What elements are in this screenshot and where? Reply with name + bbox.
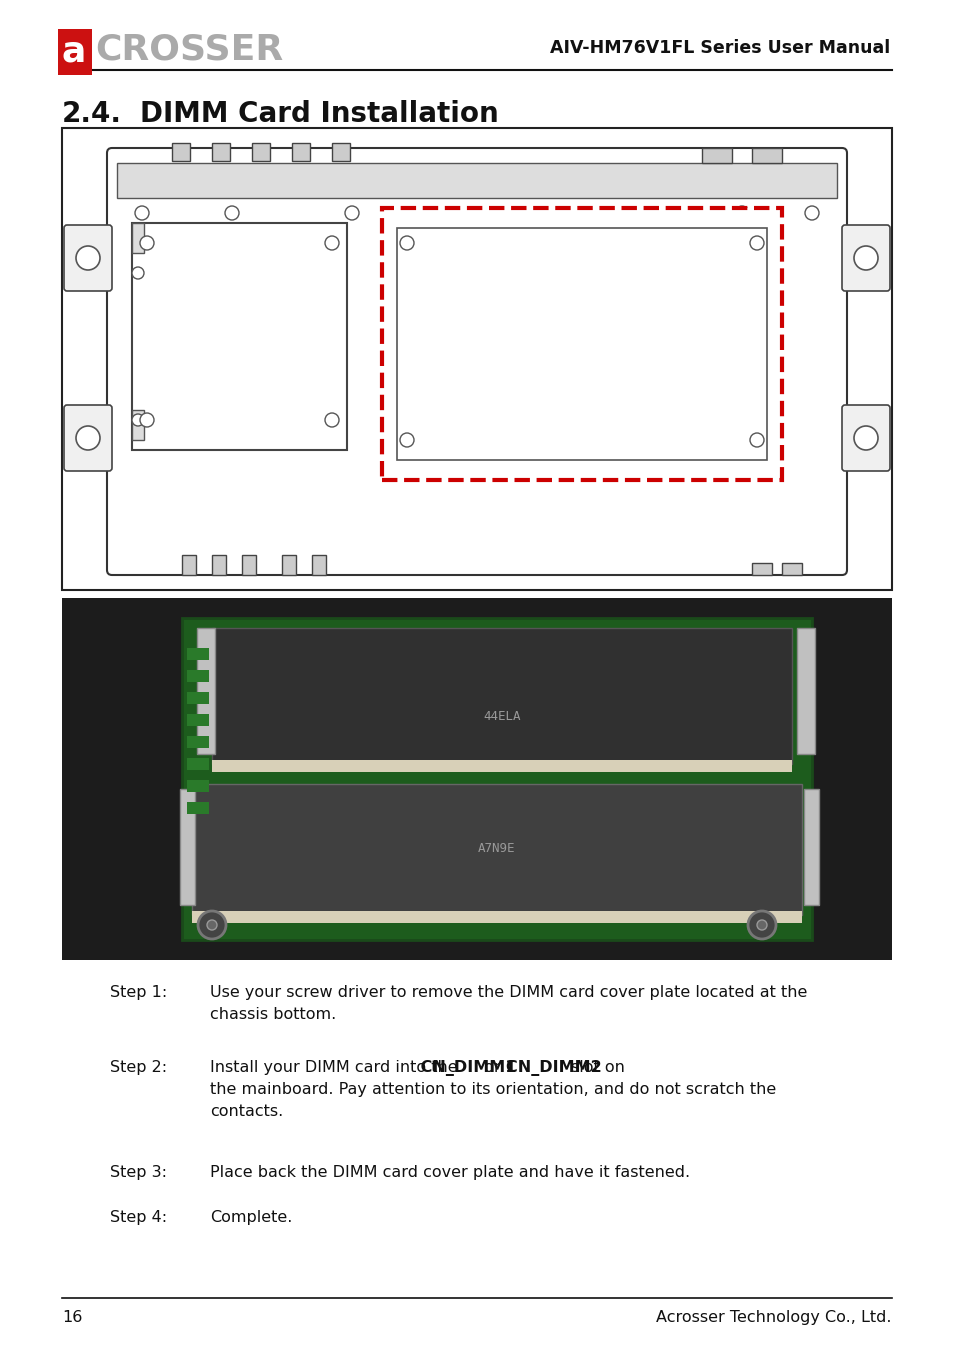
Circle shape	[749, 236, 763, 250]
Circle shape	[747, 911, 775, 940]
Bar	[117, 162, 836, 198]
Circle shape	[399, 433, 414, 447]
Circle shape	[749, 433, 763, 447]
Bar	[180, 789, 194, 904]
Bar	[212, 628, 791, 764]
Circle shape	[734, 206, 748, 219]
Bar	[212, 760, 791, 772]
Text: DIMM Card Installation: DIMM Card Installation	[140, 100, 498, 129]
Bar	[212, 144, 230, 161]
Circle shape	[135, 206, 149, 219]
Bar	[196, 628, 214, 754]
Bar	[187, 758, 209, 770]
Bar	[803, 789, 818, 904]
Circle shape	[325, 236, 338, 250]
Text: 2.4.: 2.4.	[62, 100, 122, 129]
Text: Install your DIMM card into the: Install your DIMM card into the	[210, 1060, 457, 1075]
Text: Step 2:: Step 2:	[110, 1060, 167, 1075]
Bar	[192, 911, 801, 923]
Bar	[187, 737, 209, 747]
FancyBboxPatch shape	[64, 405, 112, 471]
Circle shape	[140, 413, 153, 427]
Text: Place back the DIMM card cover plate and have it fastened.: Place back the DIMM card cover plate and…	[210, 1164, 689, 1179]
Circle shape	[757, 919, 766, 930]
Text: Use your screw driver to remove the DIMM card cover plate located at the: Use your screw driver to remove the DIMM…	[210, 984, 806, 1001]
Text: contacts.: contacts.	[210, 1104, 283, 1118]
Bar	[242, 555, 255, 575]
Bar	[282, 555, 295, 575]
Bar	[701, 148, 731, 162]
Text: A7N9E: A7N9E	[477, 842, 516, 856]
Text: Step 3:: Step 3:	[110, 1164, 167, 1179]
FancyBboxPatch shape	[841, 225, 889, 291]
Bar	[187, 649, 209, 659]
Text: or: or	[479, 1060, 506, 1075]
Text: slot on: slot on	[570, 1060, 624, 1075]
Text: 16: 16	[62, 1311, 82, 1326]
Bar	[292, 144, 310, 161]
Text: Step 4:: Step 4:	[110, 1210, 167, 1225]
Circle shape	[345, 206, 358, 219]
FancyBboxPatch shape	[64, 225, 112, 291]
Bar	[751, 563, 771, 575]
Bar	[132, 223, 347, 450]
Bar	[62, 598, 891, 960]
Bar	[381, 209, 781, 481]
Circle shape	[132, 414, 144, 427]
Text: a: a	[62, 32, 88, 70]
Text: CN_DIMM2: CN_DIMM2	[505, 1060, 606, 1076]
Bar	[312, 555, 326, 575]
Bar	[332, 144, 350, 161]
Text: the mainboard. Pay attention to its orientation, and do not scratch the: the mainboard. Pay attention to its orie…	[210, 1082, 776, 1097]
Bar	[182, 617, 811, 940]
Circle shape	[132, 267, 144, 279]
Text: CN_DIMM1: CN_DIMM1	[415, 1060, 516, 1076]
Bar	[132, 223, 144, 253]
Bar	[132, 410, 144, 440]
Text: Complete.: Complete.	[210, 1210, 292, 1225]
Bar	[182, 555, 195, 575]
Bar	[192, 784, 801, 915]
Circle shape	[140, 236, 153, 250]
Bar	[187, 780, 209, 792]
Bar	[212, 555, 226, 575]
Bar	[187, 802, 209, 814]
Bar	[781, 563, 801, 575]
Bar	[187, 714, 209, 726]
Circle shape	[853, 246, 877, 269]
Bar	[396, 227, 766, 460]
Text: 44ELA: 44ELA	[483, 709, 520, 723]
Text: a: a	[62, 35, 87, 69]
Text: Acrosser Technology Co., Ltd.: Acrosser Technology Co., Ltd.	[656, 1311, 891, 1326]
Bar	[796, 628, 814, 754]
FancyBboxPatch shape	[107, 148, 846, 575]
Circle shape	[76, 427, 100, 450]
Text: chassis bottom.: chassis bottom.	[210, 1007, 335, 1022]
Bar	[172, 144, 190, 161]
Text: CROSSER: CROSSER	[95, 32, 283, 66]
Bar	[252, 144, 270, 161]
Bar	[187, 670, 209, 682]
Bar	[187, 692, 209, 704]
Text: AIV-HM76V1FL Series User Manual: AIV-HM76V1FL Series User Manual	[549, 39, 889, 57]
Circle shape	[76, 246, 100, 269]
Bar	[62, 129, 891, 590]
Circle shape	[225, 206, 239, 219]
Bar	[751, 148, 781, 162]
Circle shape	[325, 413, 338, 427]
FancyBboxPatch shape	[841, 405, 889, 471]
Circle shape	[804, 206, 818, 219]
Circle shape	[198, 911, 226, 940]
Circle shape	[207, 919, 216, 930]
Circle shape	[853, 427, 877, 450]
Circle shape	[399, 236, 414, 250]
Text: Step 1:: Step 1:	[110, 984, 167, 1001]
